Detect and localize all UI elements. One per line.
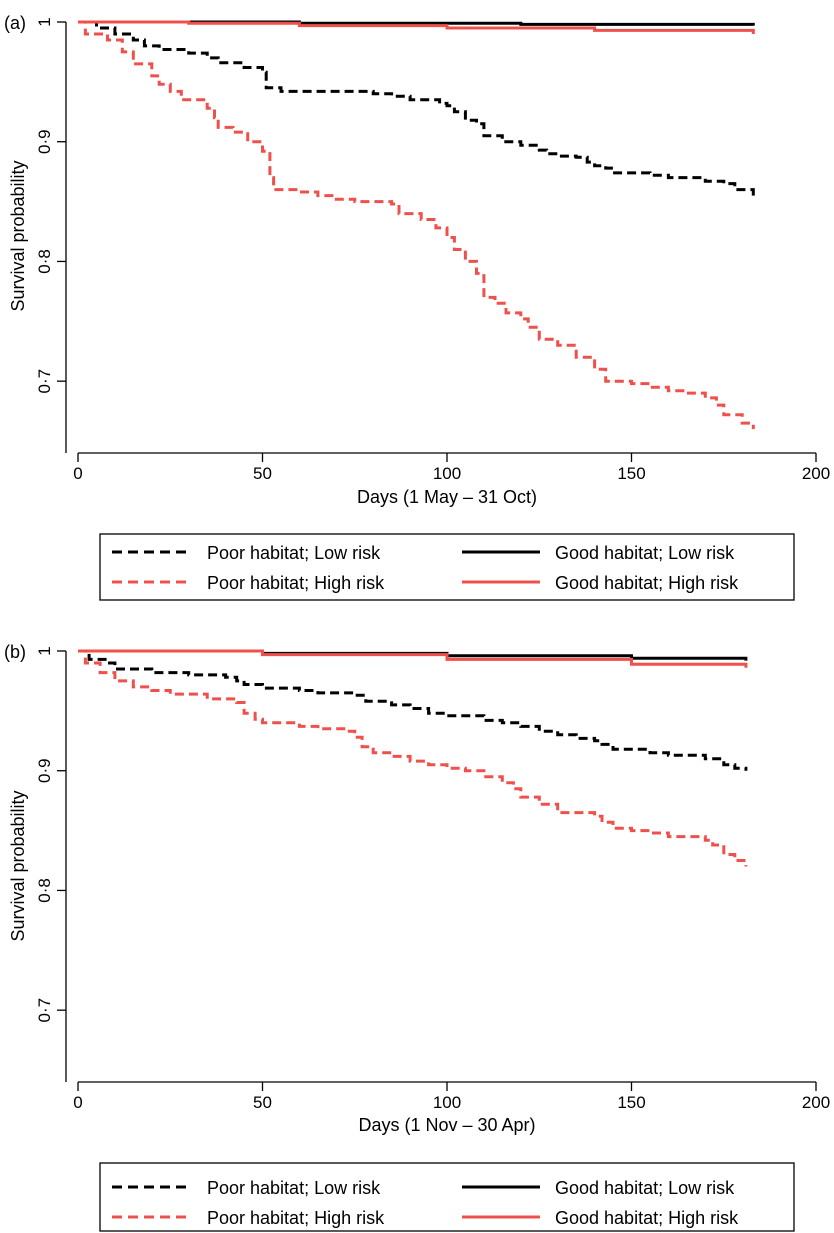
legend-a-good-high-label: Good habitat; High risk bbox=[555, 573, 739, 593]
series-line-good-habitat-high-risk bbox=[78, 20, 755, 34]
panel-b-plot-lines bbox=[78, 649, 748, 867]
series-line-poor-habitat-high-risk bbox=[78, 20, 755, 430]
x-tick-label: 150 bbox=[617, 1093, 645, 1112]
x-tick-label: 50 bbox=[253, 1093, 272, 1112]
y-tick-label: 0·7 bbox=[35, 369, 54, 394]
x-tick-label: 200 bbox=[802, 1093, 830, 1112]
panel-a-legend-box bbox=[99, 533, 795, 601]
panel-a: (a) 0 50 100 150 200 0·7 0·8 0·9 1 Days (1 May … bbox=[4, 13, 830, 507]
panel-a-label: (a) bbox=[4, 13, 26, 33]
legend-b-good-low-label: Good habitat; Low risk bbox=[555, 1178, 735, 1198]
panel-b-x-ticks: 0 50 100 150 200 bbox=[73, 1082, 830, 1112]
panel-a-plot-lines bbox=[78, 20, 755, 430]
x-tick-label: 100 bbox=[433, 1093, 461, 1112]
panel-b-x-axis-label: Days (1 Nov – 30 Apr) bbox=[358, 1115, 535, 1135]
y-tick-label: 0·9 bbox=[35, 758, 54, 783]
panel-a-x-ticks: 0 50 100 150 200 bbox=[73, 453, 830, 483]
x-tick-label: 200 bbox=[802, 464, 830, 483]
legend-b-poor-low-label: Poor habitat; Low risk bbox=[207, 1178, 381, 1198]
panel-b-label: (b) bbox=[4, 642, 26, 662]
y-tick-label: 1 bbox=[35, 17, 54, 26]
panel-a-x-axis-label: Days (1 May – 31 Oct) bbox=[357, 487, 537, 507]
panel-a-y-axis-label: Survival probability bbox=[8, 160, 28, 311]
legend-a-poor-high-label: Poor habitat; High risk bbox=[207, 573, 385, 593]
panel-b-y-axis-label: Survival probability bbox=[8, 790, 28, 941]
legend-b-good-high-label: Good habitat; High risk bbox=[555, 1208, 739, 1228]
panel-b: (b) 0 50 100 150 200 0·7 0·8 0·9 1 Days (1 Nov … bbox=[4, 642, 830, 1135]
legend-b-poor-high-label: Poor habitat; High risk bbox=[207, 1208, 385, 1228]
panel-b-y-ticks: 0·7 0·8 0·9 1 bbox=[35, 646, 66, 1022]
series-line-poor-habitat-high-risk bbox=[78, 649, 748, 867]
y-tick-label: 0·8 bbox=[35, 878, 54, 903]
panel-a-y-ticks: 0·7 0·8 0·9 1 bbox=[35, 17, 66, 393]
y-tick-label: 0·9 bbox=[35, 129, 54, 154]
series-line-poor-habitat-low-risk bbox=[78, 20, 755, 196]
x-tick-label: 0 bbox=[73, 464, 82, 483]
y-tick-label: 0·7 bbox=[35, 998, 54, 1023]
panel-b-legend: Poor habitat; Low risk Poor habitat; Hig… bbox=[99, 1162, 795, 1232]
y-tick-label: 1 bbox=[35, 646, 54, 655]
series-line-good-habitat-high-risk bbox=[78, 649, 748, 668]
legend-a-good-low-label: Good habitat; Low risk bbox=[555, 543, 735, 563]
legend-a-poor-low-label: Poor habitat; Low risk bbox=[207, 543, 381, 563]
series-line-poor-habitat-low-risk bbox=[78, 649, 748, 771]
x-tick-label: 50 bbox=[253, 464, 272, 483]
panel-b-legend-box bbox=[99, 1162, 795, 1232]
panel-a-legend: Poor habitat; Low risk Poor habitat; Hig… bbox=[99, 533, 795, 601]
x-tick-label: 100 bbox=[433, 464, 461, 483]
x-tick-label: 0 bbox=[73, 1093, 82, 1112]
x-tick-label: 150 bbox=[617, 464, 645, 483]
y-tick-label: 0·8 bbox=[35, 249, 54, 274]
